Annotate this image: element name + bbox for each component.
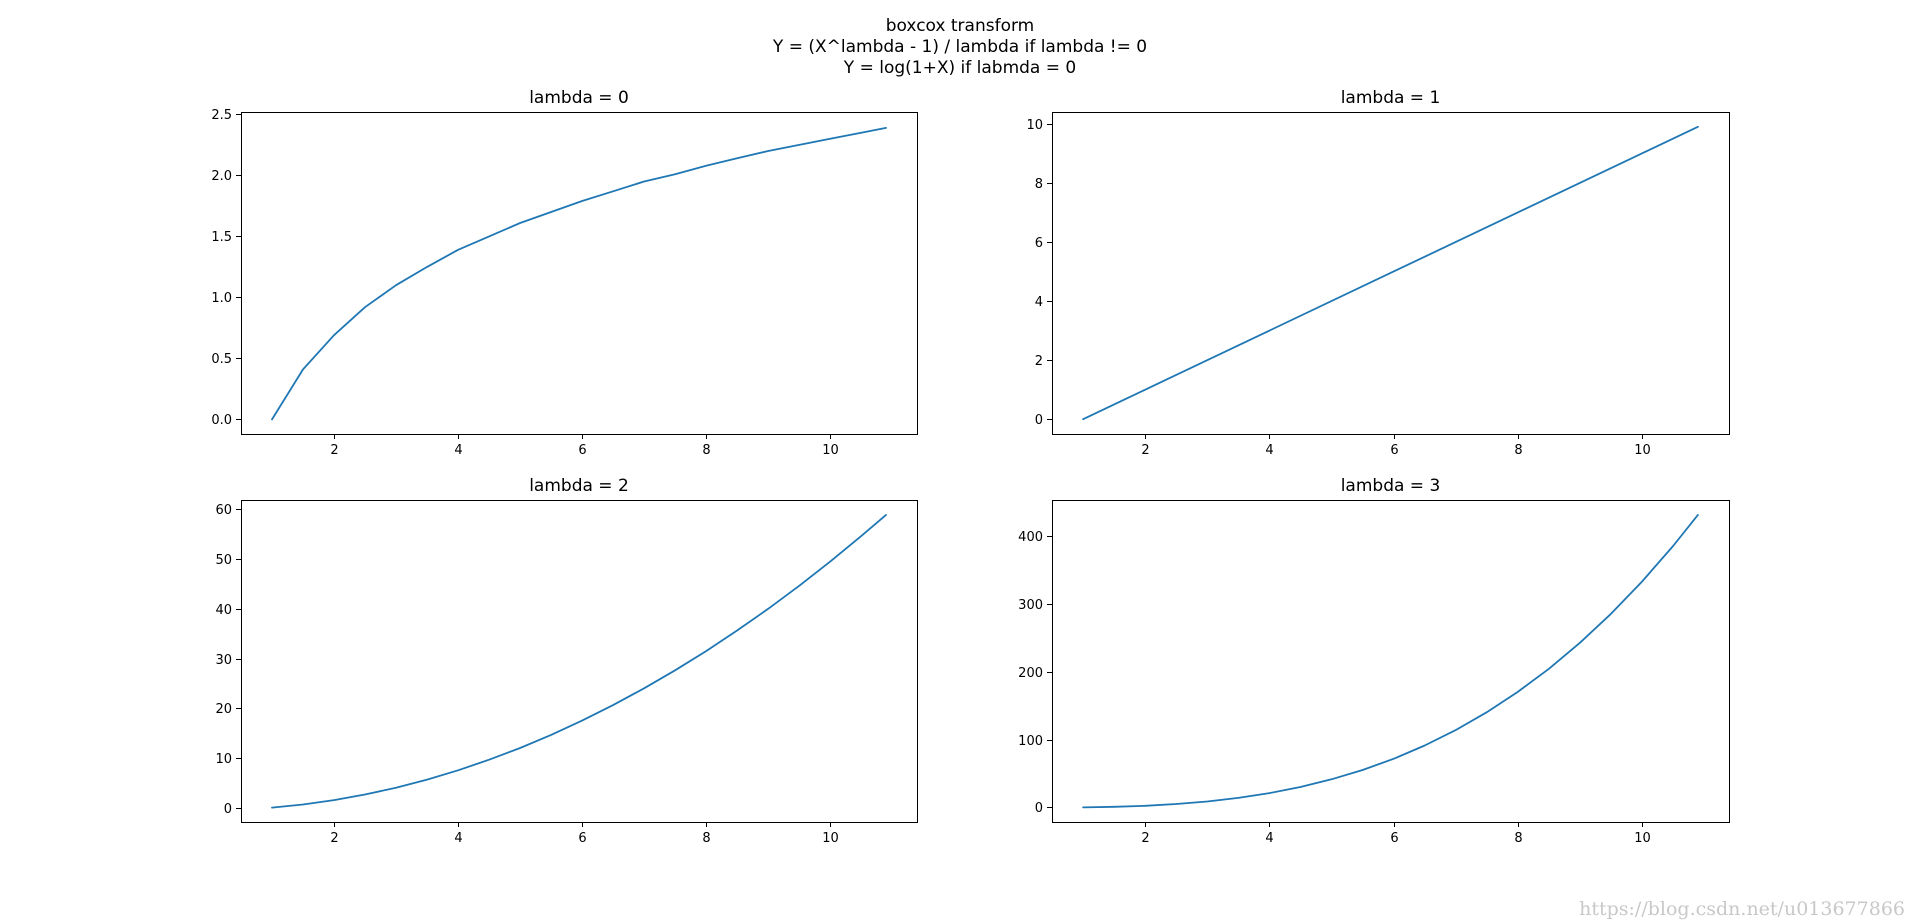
subplot-title: lambda = 1 xyxy=(1341,88,1441,108)
x-tick-label: 2 xyxy=(330,831,338,846)
y-tick-label: 100 xyxy=(1018,734,1043,749)
series-line xyxy=(1082,125,1699,421)
y-tick-label: 0 xyxy=(1035,801,1043,816)
axes-frame xyxy=(1052,500,1730,823)
x-tick-label: 6 xyxy=(578,831,586,846)
y-tick-label: 30 xyxy=(215,653,232,668)
x-tick-label: 10 xyxy=(1634,443,1651,458)
x-tick-label: 6 xyxy=(578,443,586,458)
x-tick-label: 6 xyxy=(1390,831,1398,846)
subplot-3: lambda = 2 2 4 6 8 10 0 10 20 30 40 50 60 xyxy=(215,476,918,846)
figure-title-line-3: Y = log(1+X) if labmda = 0 xyxy=(843,58,1076,78)
y-tick-label: 2.0 xyxy=(211,169,232,184)
figure-title-line-2: Y = (X^lambda - 1) / lambda if lambda !=… xyxy=(772,37,1147,57)
x-tick-label: 8 xyxy=(1514,831,1522,846)
axes-frame xyxy=(241,112,918,435)
subplot-2: lambda = 1 2 4 6 8 10 0 2 4 6 8 10 xyxy=(1026,88,1730,458)
watermark-text: https://blog.csdn.net/u013677866 xyxy=(1579,898,1905,920)
y-tick-label: 10 xyxy=(1026,118,1043,133)
subplot-title: lambda = 2 xyxy=(529,476,629,496)
x-tick-label: 6 xyxy=(1390,443,1398,458)
x-tick-label: 2 xyxy=(1141,443,1149,458)
series-line xyxy=(1082,514,1699,809)
x-tick-label: 10 xyxy=(822,443,839,458)
subplot-1: lambda = 0 2 4 6 8 10 0.0 0.5 1.0 1.5 2.0 2.5 xyxy=(211,88,918,458)
y-tick-label: 60 xyxy=(215,503,232,518)
y-tick-label: 0 xyxy=(224,802,232,817)
subplot-title: lambda = 3 xyxy=(1341,476,1441,496)
y-tick-label: 8 xyxy=(1035,177,1043,192)
y-tick-label: 300 xyxy=(1018,598,1043,613)
y-tick-label: 1.0 xyxy=(211,291,232,306)
y-tick-label: 200 xyxy=(1018,666,1043,681)
y-tick-label: 10 xyxy=(215,752,232,767)
y-tick-label: 0.5 xyxy=(211,352,232,367)
x-tick-label: 4 xyxy=(454,443,462,458)
x-tick-label: 4 xyxy=(1265,831,1273,846)
x-tick-label: 2 xyxy=(330,443,338,458)
y-tick-label: 2.5 xyxy=(211,108,232,123)
x-tick-label: 8 xyxy=(702,443,710,458)
x-tick-label: 8 xyxy=(702,831,710,846)
axes-frame xyxy=(1052,112,1730,435)
y-tick-label: 1.5 xyxy=(211,230,232,245)
y-tick-label: 20 xyxy=(215,702,232,717)
y-tick-label: 2 xyxy=(1035,354,1043,369)
subplot-grid: lambda = 02 4 6 8 100.00.51.01.52.02.5lambda… xyxy=(211,88,1730,846)
series-line xyxy=(271,127,887,421)
axes-frame xyxy=(241,500,918,823)
y-tick-label: 4 xyxy=(1035,295,1043,310)
y-tick-label: 6 xyxy=(1035,236,1043,251)
y-tick-label: 0 xyxy=(1035,413,1043,428)
x-tick-label: 4 xyxy=(1265,443,1273,458)
y-tick-label: 50 xyxy=(215,553,232,568)
y-tick-label: 40 xyxy=(215,603,232,618)
subplot-title: lambda = 0 xyxy=(529,88,629,108)
figure-title-line-1: boxcox transform xyxy=(886,16,1034,36)
y-tick-label: 400 xyxy=(1018,530,1043,545)
y-tick-label: 0.0 xyxy=(211,413,232,428)
series-line xyxy=(271,514,887,809)
x-tick-label: 8 xyxy=(1514,443,1522,458)
x-tick-label: 2 xyxy=(1141,831,1149,846)
x-tick-label: 10 xyxy=(1634,831,1651,846)
x-tick-label: 4 xyxy=(454,831,462,846)
x-tick-label: 10 xyxy=(822,831,839,846)
